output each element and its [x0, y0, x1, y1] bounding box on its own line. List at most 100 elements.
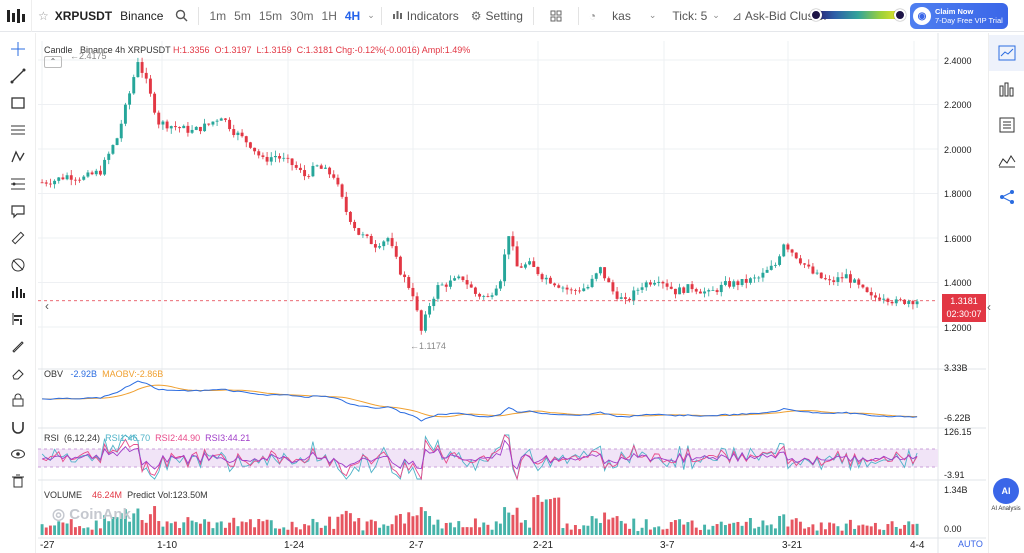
- timeframe-15m[interactable]: 15m: [258, 8, 283, 23]
- lock-icon[interactable]: [0, 386, 36, 413]
- magnet-snap-icon[interactable]: [0, 413, 36, 440]
- gear-icon: ⚙: [470, 8, 482, 23]
- candle-body: [523, 264, 527, 268]
- candle-body: [844, 274, 848, 279]
- candle-body: [319, 165, 323, 169]
- volume-bar: [82, 528, 86, 535]
- candle-body: [469, 284, 473, 288]
- candle-body: [315, 165, 319, 167]
- candle-body: [703, 291, 707, 294]
- eye-visibility-icon[interactable]: [0, 440, 36, 467]
- rsi-params: (6,12,24): [64, 433, 101, 443]
- bar-chart-icon[interactable]: [0, 278, 36, 305]
- share-icon[interactable]: [989, 179, 1024, 215]
- trend-line-icon[interactable]: [0, 62, 36, 89]
- layout-grid-icon[interactable]: [538, 0, 574, 32]
- depth-bars-icon[interactable]: [989, 71, 1024, 107]
- legend-toggle-button[interactable]: ⌃: [44, 56, 62, 68]
- divider: [380, 6, 382, 25]
- volume-bar: [607, 519, 611, 535]
- slider-handle-left[interactable]: [810, 9, 822, 21]
- volume-bar: [757, 526, 761, 535]
- heatmap-icon[interactable]: [989, 143, 1024, 179]
- kas-selector[interactable]: kas ⌄: [602, 0, 666, 32]
- claim-line2: 7-Day Free VIP Trial: [935, 16, 1003, 25]
- trash-icon[interactable]: [0, 467, 36, 494]
- volume-bar: [294, 527, 298, 535]
- volume-profile-icon[interactable]: [0, 305, 36, 332]
- crosshair-icon[interactable]: [0, 35, 36, 62]
- volume-bar: [603, 512, 607, 535]
- chart-view-icon[interactable]: [989, 35, 1024, 71]
- search-icon[interactable]: [169, 0, 194, 32]
- right-toolbar: [988, 33, 1024, 553]
- eraser-icon[interactable]: [0, 359, 36, 386]
- parallel-lines-icon[interactable]: [0, 116, 36, 143]
- eye-icon[interactable]: ◔: [588, 8, 597, 23]
- volume-bar: [528, 527, 532, 535]
- brush-icon[interactable]: [0, 332, 36, 359]
- volume-bar: [286, 529, 290, 535]
- volume-bar: [261, 521, 265, 535]
- candle-body: [161, 121, 165, 125]
- candle-body: [219, 118, 223, 121]
- candle-body: [128, 93, 132, 105]
- timeframe-4h[interactable]: 4H: [344, 8, 361, 23]
- magnet-icon[interactable]: [0, 251, 36, 278]
- claim-vip-button[interactable]: ◉ Claim Now 7-Day Free VIP Trial: [910, 3, 1008, 29]
- volume-bar: [207, 521, 211, 535]
- timeframe-5m[interactable]: 5m: [234, 8, 251, 23]
- app-logo[interactable]: [0, 0, 32, 32]
- volume-bar: [598, 522, 602, 535]
- star-icon[interactable]: ☆: [38, 8, 49, 23]
- volume-bar: [290, 521, 294, 535]
- volume-bar: [232, 517, 236, 535]
- candle-body: [173, 126, 177, 128]
- list-icon[interactable]: [989, 107, 1024, 143]
- volume-bar: [719, 521, 723, 535]
- volume-bar: [136, 508, 140, 535]
- chevron-down-icon[interactable]: ⌄: [367, 10, 375, 20]
- timeframe-1m[interactable]: 1m: [209, 8, 227, 23]
- setting-button[interactable]: ⚙ Setting: [465, 0, 529, 32]
- rectangle-icon[interactable]: [0, 89, 36, 116]
- volume-bar: [582, 525, 586, 535]
- tick-label: Tick: 5: [672, 8, 708, 23]
- tick-selector[interactable]: Tick: 5 ⌄: [666, 0, 725, 32]
- volume-bar: [219, 521, 223, 535]
- candle-body: [98, 170, 102, 175]
- volume-bar: [119, 513, 123, 535]
- candle-label: Candle: [44, 45, 73, 55]
- chevron-left-icon[interactable]: ‹: [45, 299, 49, 313]
- ruler-icon[interactable]: [0, 224, 36, 251]
- candle-body: [269, 157, 273, 162]
- candle-body: [611, 282, 615, 292]
- volume-bar: [236, 526, 240, 535]
- volume-bar: [665, 528, 669, 535]
- volume-bar: [678, 519, 682, 535]
- indicators-button[interactable]: Indicators: [386, 0, 465, 32]
- slider-handle-right[interactable]: [894, 9, 906, 21]
- ai-analysis-button[interactable]: AI AI Analysis: [991, 478, 1021, 512]
- timeframe-30m[interactable]: 30m: [290, 8, 314, 23]
- text-note-icon[interactable]: [0, 197, 36, 224]
- candle-body: [498, 281, 502, 289]
- timeframe-1h[interactable]: 1H: [321, 8, 337, 23]
- auto-scale-toggle[interactable]: AUTO: [958, 539, 983, 549]
- candle-body: [557, 285, 561, 288]
- candle-body: [186, 125, 190, 133]
- theme-gradient-slider[interactable]: [810, 9, 906, 21]
- symbol-selector[interactable]: ☆ XRPUSDT Binance: [32, 0, 169, 32]
- volume-bar: [886, 524, 890, 535]
- rsi2-value: RSI2:44.90: [155, 433, 201, 443]
- volume-bar: [436, 519, 440, 535]
- candle-body: [394, 246, 398, 257]
- candle-body: [565, 287, 569, 290]
- fib-levels-icon[interactable]: [0, 170, 36, 197]
- volume-series: [40, 495, 919, 535]
- node-path-icon[interactable]: [0, 143, 36, 170]
- candle-body: [903, 299, 907, 304]
- chevron-left-icon[interactable]: ‹: [987, 300, 991, 314]
- volume-bar: [461, 527, 465, 535]
- chart-canvas[interactable]: [38, 33, 986, 553]
